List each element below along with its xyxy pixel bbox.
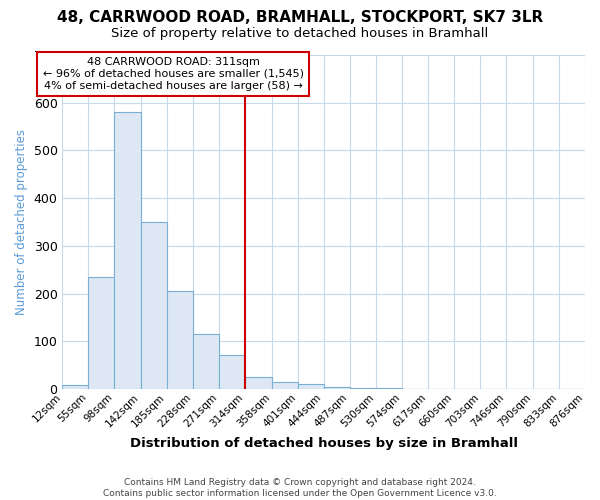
Bar [141, 222, 167, 389]
Bar [62, 385, 88, 389]
Text: 48 CARRWOOD ROAD: 311sqm
← 96% of detached houses are smaller (1,545)
4% of semi: 48 CARRWOOD ROAD: 311sqm ← 96% of detach… [43, 58, 304, 90]
Y-axis label: Number of detached properties: Number of detached properties [15, 129, 28, 315]
Bar [376, 388, 403, 389]
Bar [88, 277, 115, 389]
Text: Size of property relative to detached houses in Bramhall: Size of property relative to detached ho… [112, 28, 488, 40]
Bar [245, 377, 272, 389]
Text: Contains HM Land Registry data © Crown copyright and database right 2024.
Contai: Contains HM Land Registry data © Crown c… [103, 478, 497, 498]
Bar [350, 388, 376, 389]
Bar [115, 112, 141, 389]
X-axis label: Distribution of detached houses by size in Bramhall: Distribution of detached houses by size … [130, 437, 518, 450]
Text: 48, CARRWOOD ROAD, BRAMHALL, STOCKPORT, SK7 3LR: 48, CARRWOOD ROAD, BRAMHALL, STOCKPORT, … [57, 10, 543, 25]
Bar [219, 354, 245, 389]
Bar [193, 334, 219, 389]
Bar [324, 386, 350, 389]
Bar [272, 382, 298, 389]
Bar [298, 384, 324, 389]
Bar [167, 291, 193, 389]
